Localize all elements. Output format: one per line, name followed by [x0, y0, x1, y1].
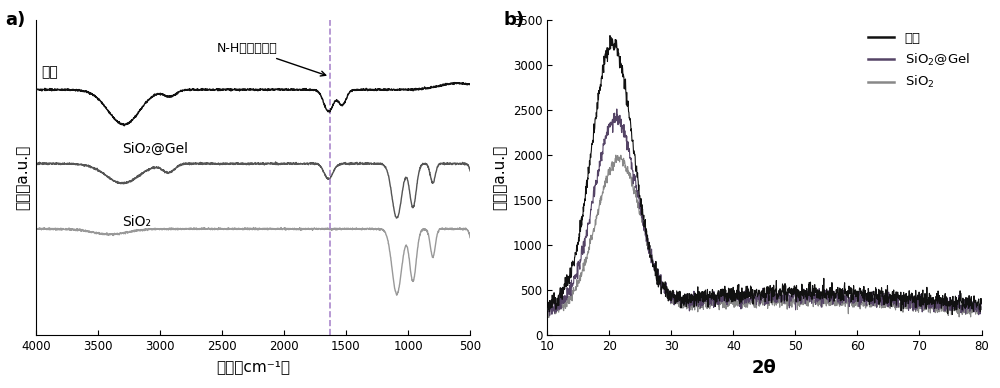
Y-axis label: 强度（a.u.）: 强度（a.u.）	[492, 145, 507, 210]
Text: SiO₂@Gel: SiO₂@Gel	[123, 141, 189, 156]
X-axis label: 2θ: 2θ	[752, 359, 777, 377]
Text: SiO₂: SiO₂	[123, 215, 152, 229]
Text: a): a)	[5, 10, 26, 29]
Text: 明胶: 明胶	[41, 65, 58, 79]
Text: N-H伸缩震动峰: N-H伸缩震动峰	[216, 42, 326, 76]
X-axis label: 波数（cm⁻¹）: 波数（cm⁻¹）	[216, 359, 290, 374]
Y-axis label: 强度（a.u.）: 强度（a.u.）	[15, 145, 30, 210]
Text: b): b)	[504, 10, 525, 29]
Legend: 明胶, SiO$_2$@Gel, SiO$_2$: 明胶, SiO$_2$@Gel, SiO$_2$	[862, 27, 975, 95]
